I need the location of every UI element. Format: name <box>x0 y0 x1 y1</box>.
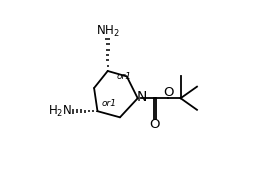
Text: O: O <box>150 118 160 131</box>
Text: N: N <box>136 90 147 104</box>
Text: H$_2$N: H$_2$N <box>48 104 72 119</box>
Text: NH$_2$: NH$_2$ <box>96 24 120 39</box>
Text: O: O <box>163 86 174 99</box>
Text: or1: or1 <box>102 99 117 108</box>
Text: or1: or1 <box>117 72 132 81</box>
